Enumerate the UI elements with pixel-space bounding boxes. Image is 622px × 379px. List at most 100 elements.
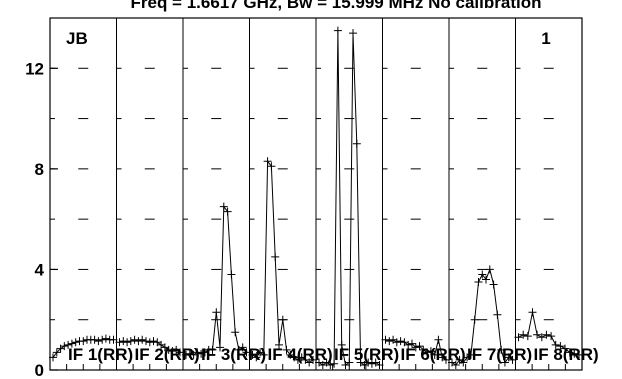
data-point	[142, 337, 150, 346]
data-point	[223, 207, 232, 216]
data-point	[523, 332, 532, 341]
panel-label: IF 1(RR)	[68, 345, 133, 364]
data-point	[478, 270, 487, 279]
series-8	[514, 308, 583, 359]
data-point	[123, 338, 132, 347]
y-tick-label: 4	[35, 260, 45, 279]
data-point	[426, 347, 435, 356]
data-point	[430, 350, 439, 359]
y-tick-label: 12	[25, 59, 44, 78]
series-6	[381, 335, 450, 364]
data-point	[309, 355, 317, 364]
data-point	[212, 308, 221, 317]
data-point	[542, 330, 551, 339]
panel-label: IF 2(RR)	[135, 345, 200, 364]
antenna-label: JB	[66, 29, 88, 48]
data-point	[164, 345, 173, 354]
data-point	[94, 337, 103, 346]
data-point	[411, 343, 420, 352]
data-point	[330, 359, 339, 368]
data-point	[115, 338, 124, 347]
data-point	[197, 349, 206, 358]
data-point	[497, 345, 506, 354]
data-point	[551, 340, 560, 349]
data-point	[259, 350, 268, 359]
series-2	[115, 335, 184, 357]
data-point	[227, 270, 236, 279]
data-point	[396, 337, 405, 346]
data-point	[423, 348, 432, 357]
data-point	[337, 340, 346, 349]
data-point	[216, 343, 224, 352]
data-point	[182, 350, 190, 359]
series-3	[182, 202, 251, 359]
data-point	[271, 252, 280, 261]
data-point	[326, 361, 335, 369]
data-point	[231, 328, 240, 337]
data-point	[185, 349, 194, 358]
data-point	[176, 348, 184, 357]
data-point	[385, 337, 394, 346]
y-tick-label: 8	[35, 160, 44, 179]
data-point	[126, 337, 135, 346]
panel-label: IF 8(RR)	[534, 345, 599, 364]
data-point	[71, 338, 80, 347]
panel-label: IF 6(RR)	[401, 345, 466, 364]
data-point	[149, 337, 158, 346]
data-point	[493, 310, 502, 319]
data-point	[500, 358, 509, 367]
data-point	[528, 308, 537, 317]
data-point	[145, 338, 154, 347]
data-point	[278, 315, 287, 324]
series-line	[318, 30, 380, 366]
data-point	[267, 162, 276, 171]
data-point	[442, 355, 450, 364]
data-point	[392, 338, 401, 347]
data-point	[333, 26, 342, 35]
data-point	[168, 347, 177, 356]
series-4	[248, 157, 317, 367]
data-point	[275, 340, 283, 349]
data-point	[119, 337, 128, 346]
data-point	[459, 358, 468, 367]
data-point	[52, 348, 61, 357]
data-point	[434, 335, 443, 344]
data-point	[109, 335, 118, 344]
data-point	[282, 345, 291, 354]
series-line	[518, 312, 580, 356]
data-point	[49, 353, 57, 362]
data-point	[381, 335, 390, 344]
data-point	[561, 344, 569, 353]
data-point	[470, 315, 479, 324]
data-point	[193, 348, 202, 357]
data-point	[485, 265, 494, 274]
panel-label: IF 3(RR)	[201, 345, 266, 364]
plot-number: 1	[541, 29, 550, 48]
data-point	[67, 339, 76, 348]
data-point	[375, 361, 384, 369]
panel-label: IF 7(RR)	[467, 345, 532, 364]
data-point	[519, 330, 528, 339]
y-tick-label: 0	[35, 361, 44, 379]
data-point	[138, 335, 147, 344]
data-point	[79, 337, 88, 346]
data-point	[238, 343, 247, 352]
data-point	[556, 342, 565, 351]
data-point	[415, 342, 424, 351]
series-1	[49, 334, 118, 362]
data-point	[404, 340, 413, 349]
data-point	[345, 358, 354, 367]
data-point	[364, 358, 373, 367]
series-line	[252, 159, 314, 364]
data-point	[408, 339, 416, 348]
data-point	[489, 280, 498, 289]
data-point	[349, 29, 357, 38]
data-point	[508, 355, 517, 364]
series-5	[315, 26, 384, 369]
data-point	[474, 278, 483, 286]
data-point	[482, 275, 490, 284]
data-point	[90, 335, 99, 344]
data-point	[466, 350, 475, 359]
data-point	[352, 139, 361, 148]
